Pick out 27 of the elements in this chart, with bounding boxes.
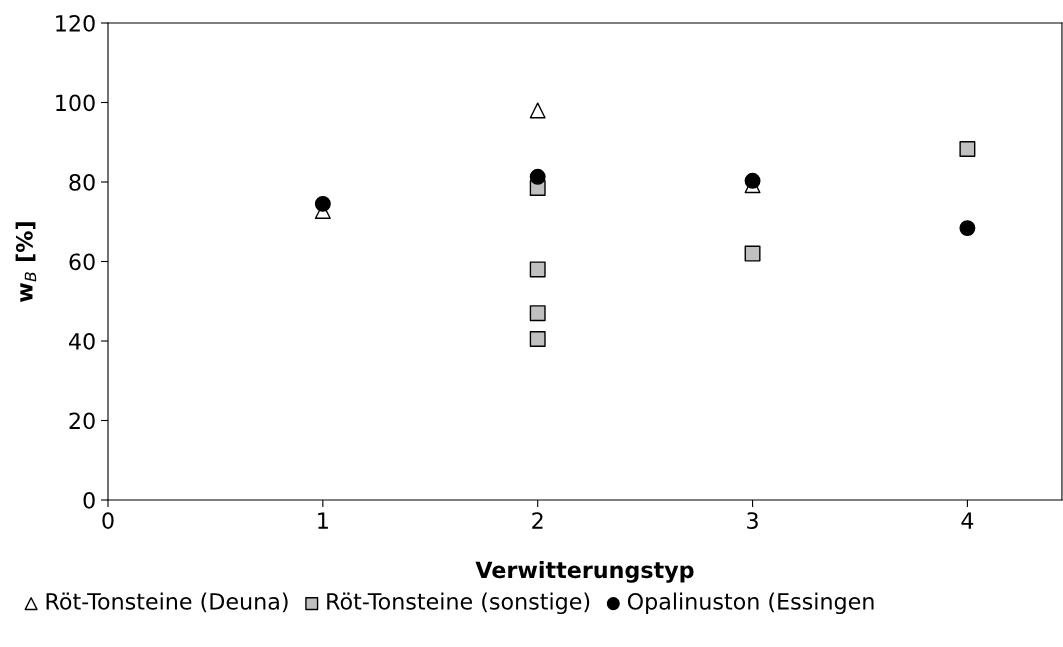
x-tick-label: 4 (961, 512, 974, 529)
x-tick-label: 3 (747, 512, 758, 530)
y-tick-label: 60 (69, 253, 95, 271)
point (314, 195, 331, 212)
point (529, 305, 546, 322)
point (529, 261, 546, 278)
point (744, 172, 761, 189)
y-tick-label: 80 (69, 173, 95, 191)
y-tick-label: 0 (83, 491, 95, 509)
legend-label: Röt-Tonsteine (Deuna) (46, 592, 288, 613)
point (529, 331, 546, 347)
x-tick-label: 1 (318, 512, 328, 529)
point (959, 141, 976, 157)
y-tick-label: 120 (56, 14, 95, 32)
point (959, 220, 976, 237)
point (529, 168, 546, 185)
x-axis-title: Verwitterungstyp (475, 561, 694, 583)
point (744, 245, 761, 262)
y-tick-label: 100 (56, 94, 95, 112)
x-tick-label: 2 (532, 512, 543, 529)
y-tick-label: 20 (69, 412, 95, 430)
y-axis-title: w$_{B}$ [%] (15, 222, 37, 302)
y-tick-label: 40 (69, 332, 95, 350)
x-tick-label: 0 (102, 512, 114, 530)
legend-label: Röt-Tonsteine (sonstige) (327, 592, 590, 615)
legend-label: Opalinuston (Essingen (627, 592, 874, 615)
point (529, 102, 546, 119)
